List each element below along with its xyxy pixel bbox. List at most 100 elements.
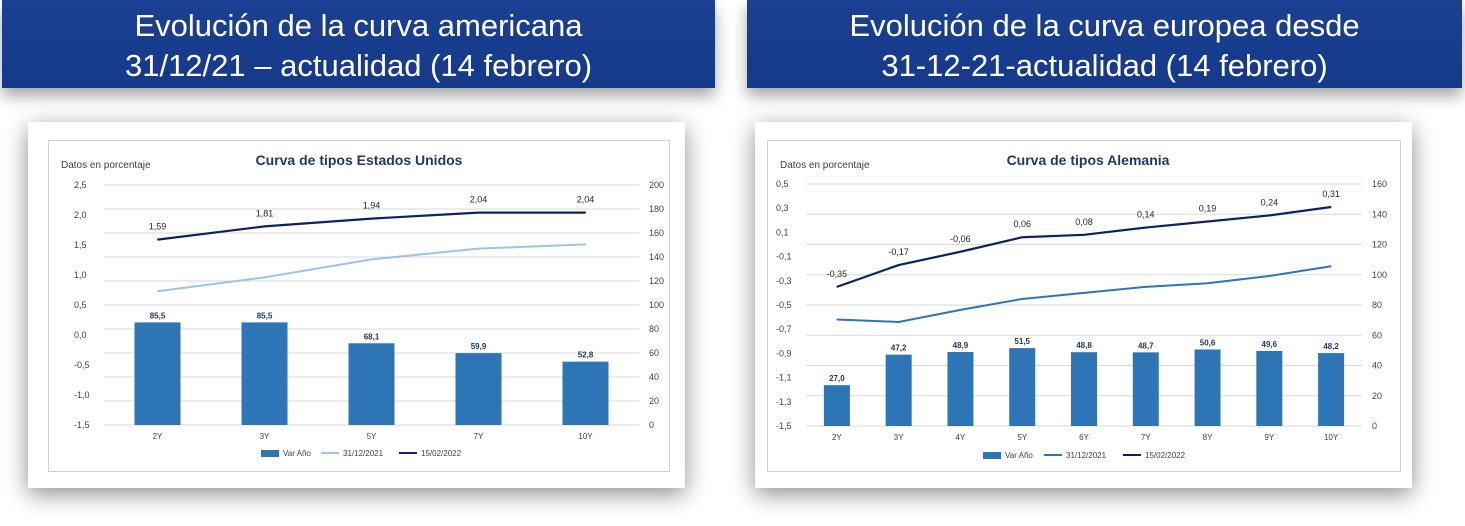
line-series-2021 [157, 243, 586, 293]
bar-data-label: 47,2 [891, 344, 907, 353]
line-data-label: 0,06 [1013, 219, 1031, 229]
bar-data-label: 48,8 [1076, 341, 1092, 350]
line-point [1268, 275, 1270, 277]
bar-data-label: 48,2 [1323, 342, 1339, 351]
y-left-tick-label: -1,3 [776, 397, 792, 407]
chart-note: Datos en porcentaje [780, 160, 870, 171]
line-point [371, 218, 372, 220]
bar-var-ano [947, 352, 974, 426]
line-point [585, 243, 586, 245]
line-point [1207, 221, 1209, 223]
y-left-tick-label: 0,3 [776, 203, 789, 213]
line-point [1083, 292, 1085, 294]
line-point [898, 321, 900, 323]
x-tick-label: 5Y [1017, 433, 1027, 442]
legend-label: 31/12/2021 [343, 449, 384, 458]
legend-label: Var Año [283, 449, 311, 458]
x-tick-label: 9Y [1264, 433, 1274, 442]
bar-var-ano [348, 343, 395, 425]
chart-de-yield-curve: Curva de tipos Alemania Datos en porcenta… [767, 140, 1401, 472]
y-right-tick-label: 80 [1372, 300, 1382, 310]
y-left-tick-label: -0,5 [74, 360, 90, 370]
line-point [1330, 206, 1332, 208]
bar-var-ano [1071, 352, 1097, 426]
y-left-tick-label: -0,7 [776, 324, 792, 334]
banner-eu-title-line2: 31-12-21-actualidad (14 febrero) [881, 48, 1328, 83]
line-data-label: 1,81 [256, 208, 274, 218]
line-point [371, 258, 372, 260]
x-tick-label: 8Y [1203, 433, 1213, 442]
bar-var-ano [455, 353, 502, 425]
chart-title: Curva de tipos Alemania [1007, 152, 1170, 168]
line-data-label: -0,35 [827, 269, 848, 279]
line-point [1145, 227, 1147, 229]
legend-swatch-bar [261, 450, 279, 457]
legend-label: 15/02/2022 [1145, 451, 1186, 460]
y-right-tick-label: 100 [649, 300, 664, 310]
y-left-tick-label: 1,0 [74, 270, 87, 280]
line-data-label: 2,04 [470, 195, 488, 205]
line-point [478, 248, 479, 250]
y-right-tick-label: 40 [1372, 361, 1382, 371]
legend-swatch-bar [983, 452, 1001, 459]
line-point [157, 239, 158, 241]
x-tick-label: 3Y [260, 432, 270, 441]
bar-var-ano [1256, 350, 1283, 426]
banner-us-curve: Evolución de la curva americana 31/12/21… [2, 0, 715, 88]
banner-eu-title-line1: Evolución de la curva europea desde [849, 8, 1360, 43]
y-left-tick-label: -1,5 [74, 420, 90, 430]
y-left-tick-label: 1,5 [74, 240, 87, 250]
line-point [1145, 286, 1147, 288]
y-right-tick-label: 80 [649, 324, 659, 334]
bar-data-label: 48,9 [953, 341, 969, 350]
line-point [1021, 298, 1023, 300]
line-point [478, 212, 479, 214]
line-point [1207, 282, 1209, 284]
chart-us-svg: Curva de tipos Estados Unidos Datos en po… [61, 152, 664, 458]
bar-data-label: 48,7 [1138, 341, 1154, 350]
line-data-label: 2,04 [577, 195, 595, 205]
y-right-tick-label: 20 [1372, 391, 1382, 401]
bar-var-ano [241, 322, 288, 425]
chart-us-yield-curve: Curva de tipos Estados Unidos Datos en po… [48, 140, 670, 472]
y-left-tick-label: -1,5 [776, 421, 792, 431]
y-right-tick-label: 180 [649, 204, 664, 214]
bar-data-label: 85,5 [150, 311, 166, 320]
line-point [1330, 265, 1332, 267]
line-series-2022 [157, 211, 586, 241]
banner-us-title-line2: 31/12/21 – actualidad (14 febrero) [124, 48, 593, 83]
bar-var-ano [1132, 352, 1159, 426]
line-data-label: 1,94 [363, 201, 381, 211]
x-tick-label: 5Y [367, 432, 377, 441]
y-left-tick-label: 0,0 [74, 330, 87, 340]
line-data-label: 1,59 [149, 222, 167, 232]
chart-title: Curva de tipos Estados Unidos [256, 152, 463, 168]
bar-data-label: 59,9 [471, 342, 487, 351]
y-right-tick-label: 120 [649, 276, 664, 286]
line-point [959, 251, 961, 253]
y-right-tick-label: 160 [649, 228, 664, 238]
y-left-tick-label: -1,0 [74, 390, 90, 400]
line-point [959, 309, 961, 311]
line-point [264, 276, 265, 278]
y-right-tick-label: 120 [1372, 240, 1387, 250]
bar-var-ano [1194, 349, 1221, 426]
y-right-tick-label: 140 [1372, 209, 1387, 219]
y-left-tick-label: 0,5 [74, 300, 87, 310]
x-tick-label: 2Y [153, 432, 163, 441]
y-left-tick-label: -0,3 [776, 276, 792, 286]
chart-de-svg: Curva de tipos Alemania Datos en porcenta… [776, 152, 1387, 460]
y-right-tick-label: 20 [649, 396, 659, 406]
y-right-tick-label: 0 [649, 420, 654, 430]
x-tick-label: 4Y [956, 433, 966, 442]
y-left-tick-label: 2,5 [74, 180, 87, 190]
bar-var-ano [562, 361, 609, 425]
y-left-tick-label: 2,0 [74, 210, 87, 220]
y-right-tick-label: 100 [1372, 270, 1387, 280]
y-right-tick-label: 200 [649, 180, 664, 190]
line-point [157, 290, 158, 292]
line-point [898, 264, 900, 266]
chart-note: Datos en porcentaje [61, 160, 151, 171]
x-tick-label: 2Y [832, 433, 842, 442]
bar-data-label: 68,1 [364, 332, 380, 341]
